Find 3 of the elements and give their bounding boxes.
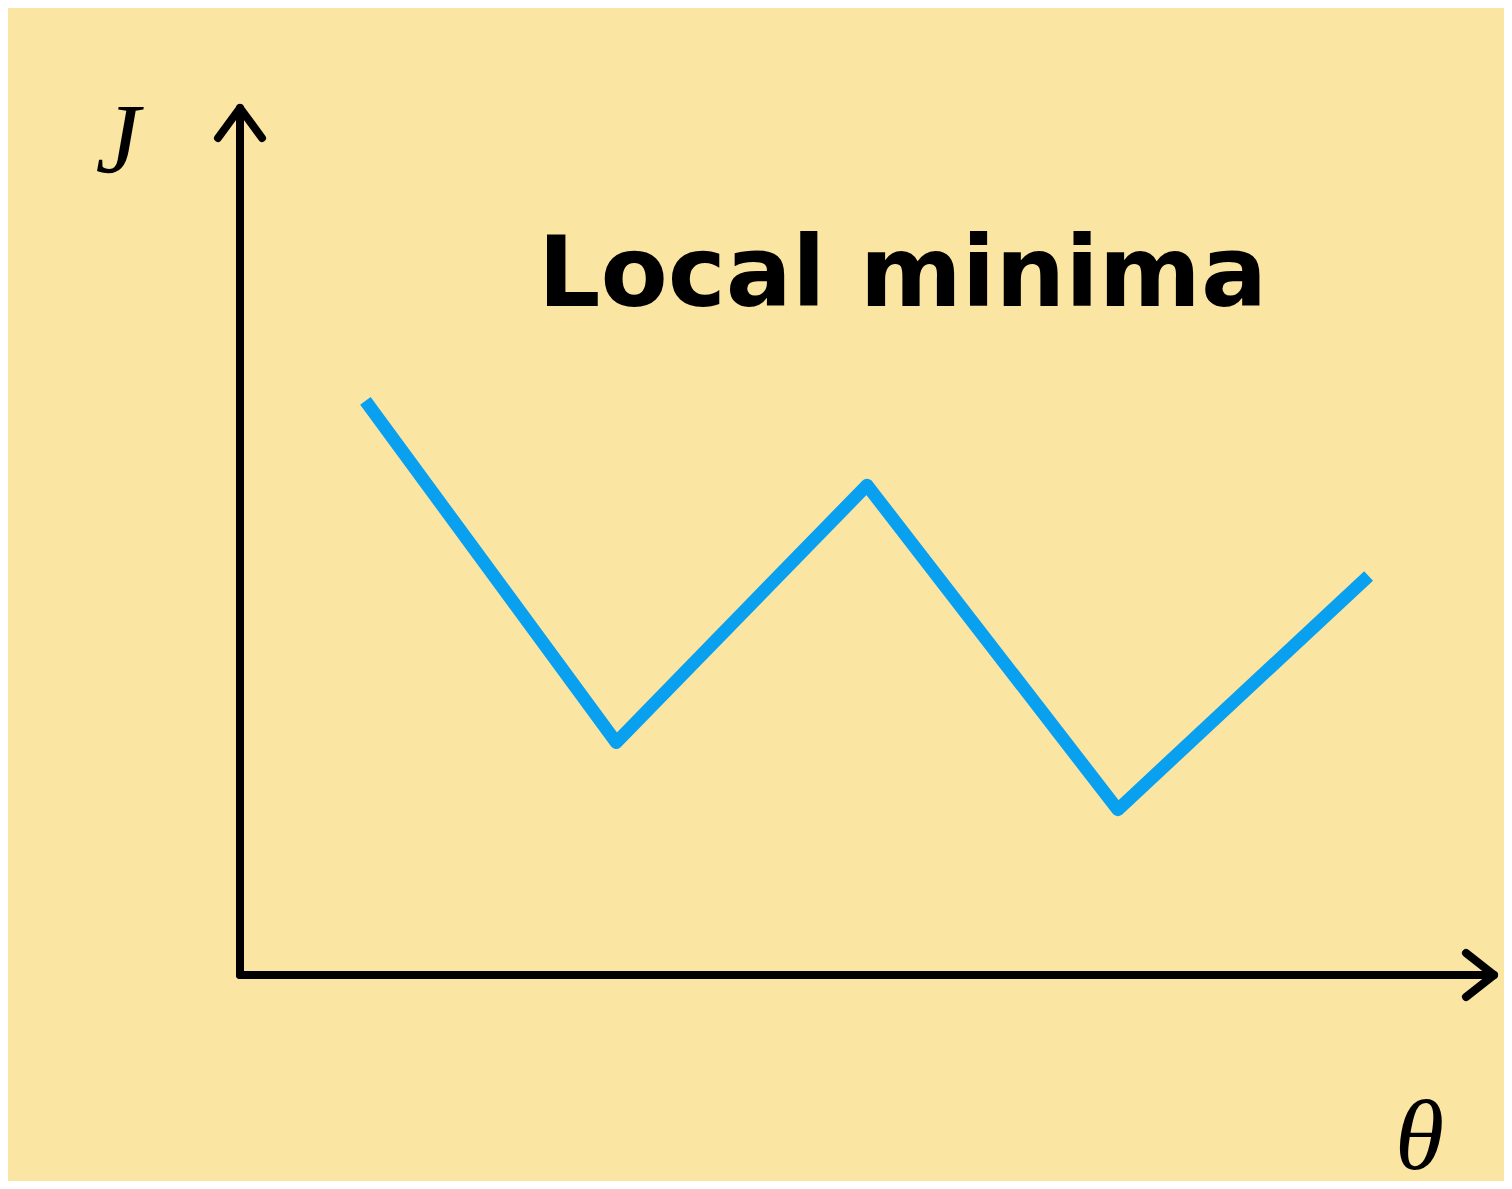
y-axis-title: J — [95, 82, 145, 194]
x-axis-title: θ — [1394, 1079, 1444, 1189]
chart-title: Local minima — [538, 215, 1268, 329]
